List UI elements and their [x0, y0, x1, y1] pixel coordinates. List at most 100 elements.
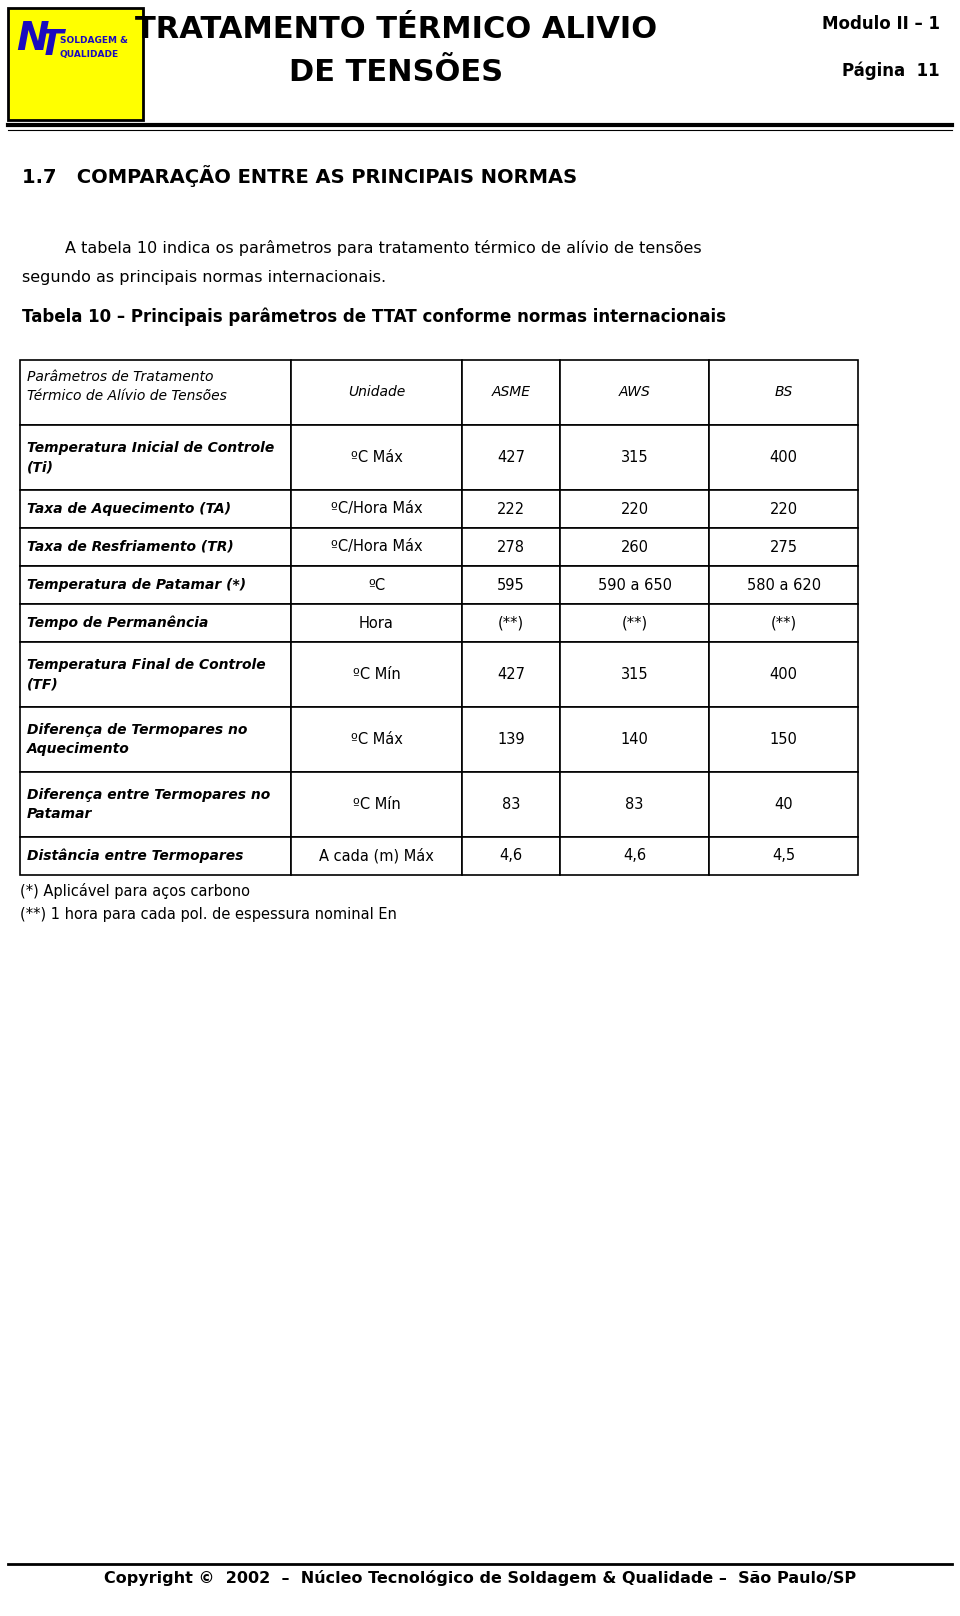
Text: 83: 83: [502, 797, 520, 811]
Text: 275: 275: [770, 540, 798, 554]
Bar: [292, 566, 462, 604]
Text: ºC/Hora Máx: ºC/Hora Máx: [330, 501, 422, 517]
Text: Taxa de Aquecimento (TA): Taxa de Aquecimento (TA): [27, 503, 231, 516]
Text: ºC Mín: ºC Mín: [352, 797, 400, 811]
Text: Copyright ©  2002  –  Núcleo Tecnológico de Soldagem & Qualidade –  São Paulo/SP: Copyright © 2002 – Núcleo Tecnológico de…: [104, 1571, 856, 1585]
Bar: [292, 708, 462, 772]
Text: 4,5: 4,5: [772, 848, 795, 863]
Bar: [560, 708, 709, 772]
Text: A cada (m) Máx: A cada (m) Máx: [319, 848, 434, 863]
Bar: [292, 425, 462, 490]
Text: 222: 222: [496, 501, 525, 517]
Bar: [709, 772, 858, 837]
Bar: [709, 425, 858, 490]
Text: SOLDAGEM &: SOLDAGEM &: [60, 36, 128, 45]
Text: 278: 278: [497, 540, 525, 554]
Bar: [292, 360, 462, 425]
Bar: [709, 837, 858, 874]
Bar: [20, 425, 292, 490]
Text: ºC/Hora Máx: ºC/Hora Máx: [330, 540, 422, 554]
Bar: [560, 528, 709, 566]
Text: Temperatura de Patamar (*): Temperatura de Patamar (*): [27, 579, 246, 591]
Text: Hora: Hora: [359, 616, 394, 630]
Bar: [20, 642, 292, 708]
Text: (*) Aplicável para aços carbono: (*) Aplicável para aços carbono: [20, 882, 250, 898]
Bar: [292, 604, 462, 642]
Bar: [462, 528, 560, 566]
Bar: [462, 566, 560, 604]
Text: 315: 315: [621, 667, 648, 682]
Text: Página  11: Página 11: [842, 61, 940, 81]
Text: Parâmetros de Tratamento
Térmico de Alívio de Tensões: Parâmetros de Tratamento Térmico de Alív…: [27, 370, 227, 404]
Bar: [560, 837, 709, 874]
Text: 595: 595: [497, 577, 525, 593]
Bar: [709, 566, 858, 604]
Bar: [462, 837, 560, 874]
Text: (**) 1 hora para cada pol. de espessura nominal En: (**) 1 hora para cada pol. de espessura …: [20, 907, 396, 923]
Bar: [560, 604, 709, 642]
Bar: [560, 425, 709, 490]
Text: segundo as principais normas internacionais.: segundo as principais normas internacion…: [22, 270, 386, 284]
Text: ºC: ºC: [368, 577, 385, 593]
Bar: [20, 490, 292, 528]
Text: ºC Mín: ºC Mín: [352, 667, 400, 682]
Text: Temperatura Final de Controle
(TF): Temperatura Final de Controle (TF): [27, 658, 266, 692]
Bar: [292, 837, 462, 874]
Bar: [462, 604, 560, 642]
Bar: [462, 772, 560, 837]
Text: 220: 220: [770, 501, 798, 517]
Text: Modulo II – 1: Modulo II – 1: [822, 15, 940, 32]
Text: 220: 220: [620, 501, 649, 517]
Text: 260: 260: [620, 540, 649, 554]
Text: QUALIDADE: QUALIDADE: [60, 50, 119, 60]
Text: DE TENSÕES: DE TENSÕES: [289, 58, 504, 87]
Bar: [20, 360, 292, 425]
Text: Temperatura Inicial de Controle
(Ti): Temperatura Inicial de Controle (Ti): [27, 441, 275, 473]
Bar: [20, 566, 292, 604]
Bar: [20, 528, 292, 566]
Bar: [462, 360, 560, 425]
Bar: [20, 772, 292, 837]
Bar: [462, 425, 560, 490]
Text: BS: BS: [775, 386, 793, 399]
Text: 315: 315: [621, 449, 648, 465]
Text: ºC Máx: ºC Máx: [350, 449, 402, 465]
Text: N: N: [16, 19, 49, 58]
Bar: [8, 8, 143, 120]
Bar: [20, 604, 292, 642]
Bar: [709, 490, 858, 528]
Bar: [709, 642, 858, 708]
Text: 4,6: 4,6: [623, 848, 646, 863]
Text: 427: 427: [497, 667, 525, 682]
Text: TRATAMENTO TÉRMICO ALIVIO: TRATAMENTO TÉRMICO ALIVIO: [135, 15, 658, 44]
Text: 4,6: 4,6: [499, 848, 522, 863]
Text: 427: 427: [497, 449, 525, 465]
Bar: [20, 708, 292, 772]
Text: 580 a 620: 580 a 620: [747, 577, 821, 593]
Text: ASME: ASME: [492, 386, 530, 399]
Text: T: T: [38, 27, 62, 61]
Text: Taxa de Resfriamento (TR): Taxa de Resfriamento (TR): [27, 540, 233, 554]
Text: AWS: AWS: [618, 386, 651, 399]
Text: 400: 400: [770, 667, 798, 682]
Text: 400: 400: [770, 449, 798, 465]
Bar: [560, 772, 709, 837]
Text: 83: 83: [625, 797, 644, 811]
Bar: [292, 642, 462, 708]
Bar: [709, 604, 858, 642]
Text: 150: 150: [770, 732, 798, 747]
Text: A tabela 10 indica os parâmetros para tratamento térmico de alívio de tensões: A tabela 10 indica os parâmetros para tr…: [65, 241, 702, 255]
Bar: [462, 708, 560, 772]
Text: (**): (**): [621, 616, 648, 630]
Text: 139: 139: [497, 732, 524, 747]
Text: Tempo de Permanência: Tempo de Permanência: [27, 616, 208, 630]
Text: Diferença de Termopares no
Aquecimento: Diferença de Termopares no Aquecimento: [27, 722, 248, 756]
Bar: [462, 490, 560, 528]
Text: Unidade: Unidade: [348, 386, 405, 399]
Bar: [560, 642, 709, 708]
Bar: [462, 642, 560, 708]
Bar: [292, 490, 462, 528]
Bar: [560, 490, 709, 528]
Bar: [709, 360, 858, 425]
Text: 140: 140: [620, 732, 649, 747]
